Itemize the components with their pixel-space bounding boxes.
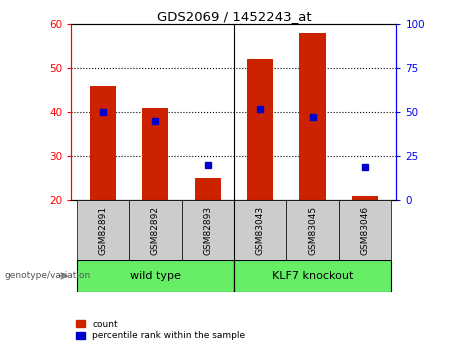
Text: GSM83043: GSM83043 (256, 206, 265, 255)
Bar (142, 108, 168, 200)
Text: GSM83046: GSM83046 (361, 206, 370, 255)
Bar (234, 260, 391, 292)
Legend: count, percentile rank within the sample: count, percentile rank within the sample (76, 320, 245, 341)
Text: GSM83045: GSM83045 (308, 206, 317, 255)
Bar (300, 33, 325, 200)
Bar (234, 200, 286, 260)
Text: genotype/variation: genotype/variation (5, 272, 91, 280)
Bar (339, 200, 391, 260)
Bar (182, 200, 234, 260)
Bar (90, 86, 116, 200)
Text: GSM82893: GSM82893 (203, 206, 212, 255)
Text: GSM82892: GSM82892 (151, 206, 160, 255)
Bar (195, 178, 221, 200)
Bar (247, 59, 273, 200)
Bar (77, 260, 234, 292)
Bar (352, 196, 378, 200)
Title: GDS2069 / 1452243_at: GDS2069 / 1452243_at (157, 10, 311, 23)
Text: KLF7 knockout: KLF7 knockout (272, 271, 353, 281)
Text: wild type: wild type (130, 271, 181, 281)
Text: GSM82891: GSM82891 (98, 206, 107, 255)
Bar (129, 200, 182, 260)
Bar (77, 200, 129, 260)
Bar (286, 200, 339, 260)
